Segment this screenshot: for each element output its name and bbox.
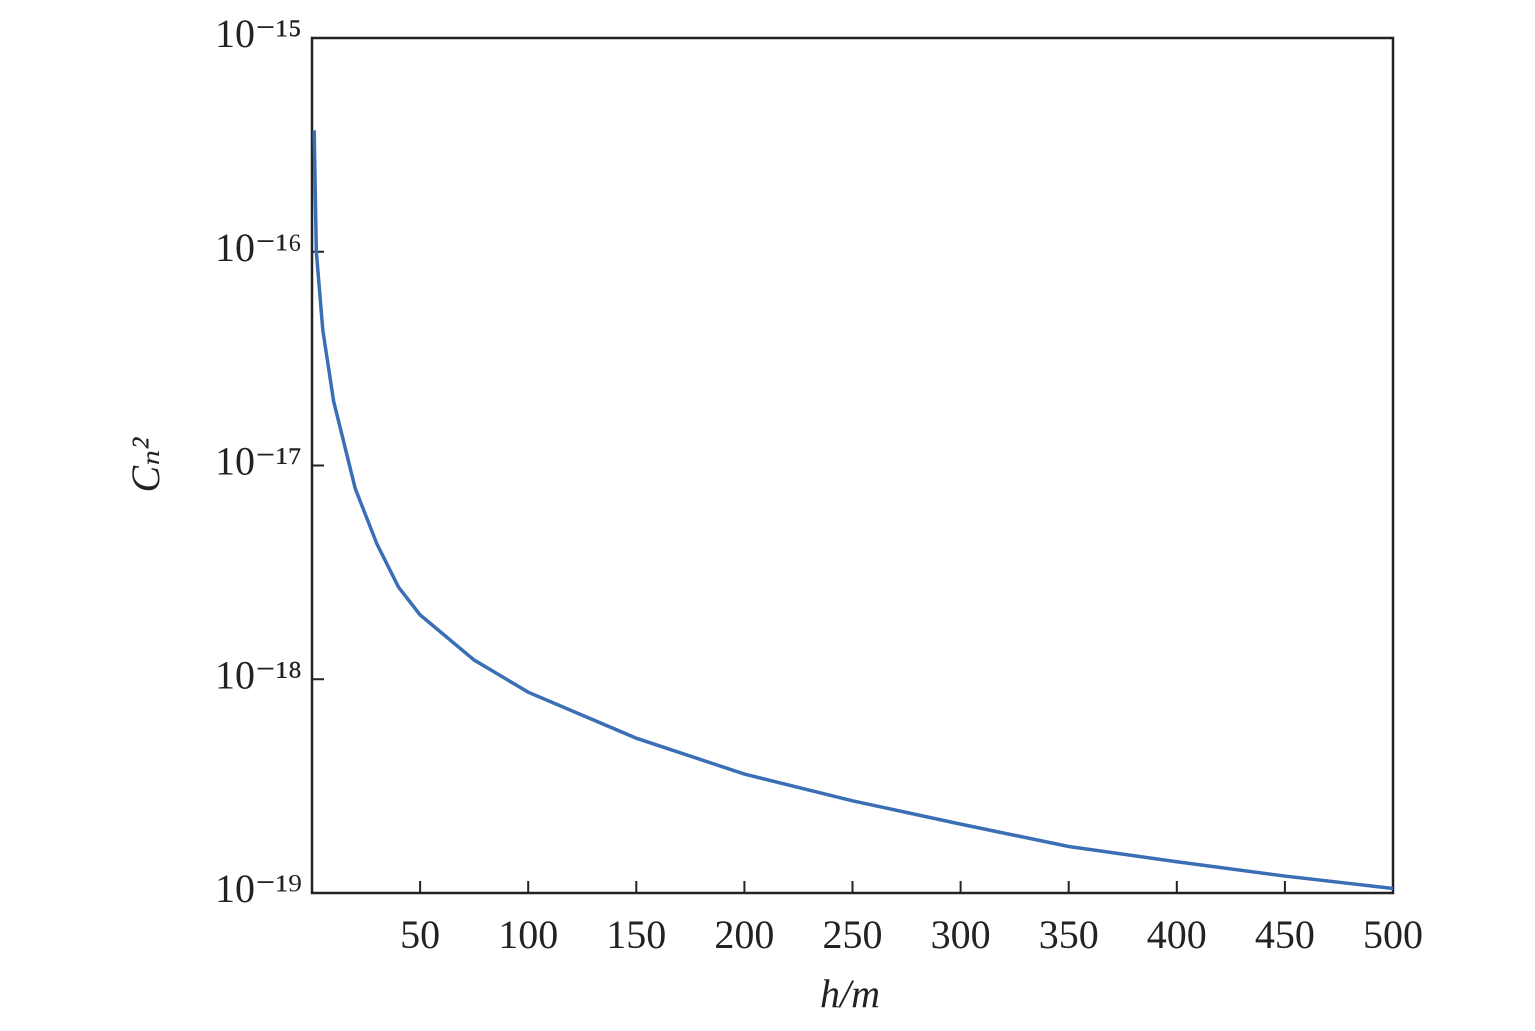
y-tick-label: 10⁻¹⁹ [215, 866, 302, 911]
x-tick-label: 100 [498, 912, 558, 957]
x-tick-label: 50 [400, 912, 440, 957]
y-tick-label: 10⁻¹⁸ [215, 652, 302, 697]
x-tick-label: 250 [823, 912, 883, 957]
data-line [312, 130, 1394, 891]
x-tick-label: 200 [714, 912, 774, 957]
plot-frame [310, 36, 1395, 895]
x-tick-label: 400 [1147, 912, 1207, 957]
x-tick-label: 450 [1255, 912, 1315, 957]
x-tick-label: 350 [1039, 912, 1099, 957]
x-axis-label: h/m [820, 971, 880, 1016]
y-tick-label: 10⁻¹⁵ [215, 11, 302, 56]
x-tick-label: 500 [1363, 912, 1423, 957]
y-axis-label: Cₙ² [123, 437, 168, 493]
y-tick-label: 10⁻¹⁷ [215, 439, 302, 484]
x-tick-label: 300 [931, 912, 991, 957]
x-tick-label: 150 [606, 912, 666, 957]
y-tick-label: 10⁻¹⁶ [215, 225, 302, 270]
